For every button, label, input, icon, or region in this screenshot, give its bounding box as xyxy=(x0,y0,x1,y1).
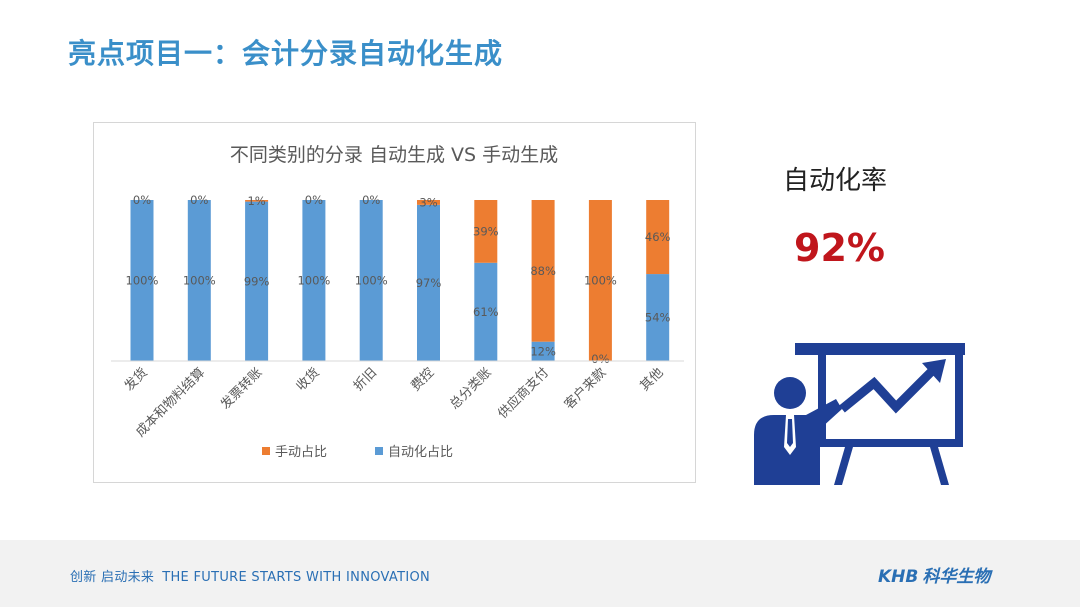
data-label-auto-5: 97% xyxy=(416,276,442,290)
presenter-chart-icon xyxy=(754,343,965,485)
footer-bar: 创新 启动未来 THE FUTURE STARTS WITH INNOVATION… xyxy=(0,540,1080,607)
x-tick-label-3: 收货 xyxy=(293,365,323,395)
data-label-manual-8: 100% xyxy=(584,274,617,288)
bar-manual-7 xyxy=(531,200,555,342)
legend-swatch-1 xyxy=(375,447,383,455)
x-tick-label-7: 供应商支付 xyxy=(495,365,552,422)
company-logo: KHB 科华生物 xyxy=(878,562,990,587)
legend-label-0: 手动占比 xyxy=(275,445,327,460)
logo-text-en: KHB xyxy=(878,567,919,587)
data-label-auto-0: 100% xyxy=(126,274,159,288)
data-label-auto-7: 12% xyxy=(530,344,556,358)
stacked-bar-chart: 不同类别的分录 自动生成 VS 手动生成 100%0%100%0%99%1%10… xyxy=(111,144,684,460)
bar-manual-8 xyxy=(588,200,612,361)
bar-manual-6 xyxy=(474,200,498,263)
x-tick-label-0: 发货 xyxy=(121,365,151,395)
chart-title: 不同类别的分录 自动生成 VS 手动生成 xyxy=(230,144,558,166)
bar-auto-1 xyxy=(187,200,211,361)
bar-auto-4 xyxy=(359,200,383,361)
bar-auto-0 xyxy=(130,200,154,361)
automation-rate-value: 92% xyxy=(794,226,885,270)
footer-slogan-cn: 创新 启动未来 xyxy=(70,570,155,585)
data-label-manual-3: 0% xyxy=(305,193,323,207)
data-label-manual-4: 0% xyxy=(362,193,380,207)
legend-swatch-0 xyxy=(262,447,270,455)
data-label-manual-5: 3% xyxy=(419,195,437,209)
slide-title: 亮点项目一：会计分录自动化生成 xyxy=(68,37,504,70)
logo-text-cn: 科华生物 xyxy=(922,567,991,587)
bar-manual-9 xyxy=(646,200,670,275)
bar-auto-9 xyxy=(646,274,670,361)
data-label-auto-8: 0% xyxy=(591,352,609,366)
data-label-auto-6: 61% xyxy=(473,305,499,319)
bar-auto-5 xyxy=(417,204,440,361)
x-tick-label-5: 费控 xyxy=(408,365,437,394)
data-label-auto-9: 54% xyxy=(645,311,671,325)
data-label-auto-3: 100% xyxy=(297,274,330,288)
x-tick-label-9: 其他 xyxy=(638,365,667,394)
x-tick-label-6: 总分类账 xyxy=(447,365,494,412)
data-label-manual-2: 1% xyxy=(247,194,265,208)
bar-auto-6 xyxy=(474,262,498,361)
bar-auto-7 xyxy=(531,341,555,361)
x-tick-label-8: 客户来款 xyxy=(561,365,609,413)
data-label-manual-7: 88% xyxy=(530,264,556,278)
x-tick-label-2: 发票转账 xyxy=(217,365,265,413)
automation-rate-label: 自动化率 xyxy=(783,166,888,196)
chart-legend: 手动占比 自动化占比 xyxy=(262,445,453,460)
data-label-auto-1: 100% xyxy=(183,274,216,288)
bar-auto-2 xyxy=(245,201,269,361)
bars-layer: 100% 0% 100% 0% 99% 1% 100% 0% 100% 0% 97% 3% 61% 39%… xyxy=(126,193,671,366)
footer-slogan: 创新 启动未来 THE FUTURE STARTS WITH INNOVATION xyxy=(70,566,430,585)
x-tick-label-4: 折旧 xyxy=(351,365,380,394)
chart-frame: 不同类别的分录 自动生成 VS 手动生成 100% 0% 100% 0% 99% 1% 10… xyxy=(93,122,696,483)
data-label-auto-2: 99% xyxy=(244,274,270,288)
data-label-manual-1: 0% xyxy=(190,193,208,207)
data-label-manual-9: 46% xyxy=(645,230,671,244)
legend-label-1: 自动化占比 xyxy=(388,445,453,460)
footer-slogan-en: THE FUTURE STARTS WITH INNOVATION xyxy=(162,570,431,585)
bar-auto-3 xyxy=(302,200,326,361)
data-label-manual-6: 39% xyxy=(473,224,499,238)
data-label-manual-0: 0% xyxy=(133,193,151,207)
data-label-auto-4: 100% xyxy=(355,274,388,288)
bar-manual-2 xyxy=(245,200,269,202)
bar-manual-5 xyxy=(417,200,440,205)
